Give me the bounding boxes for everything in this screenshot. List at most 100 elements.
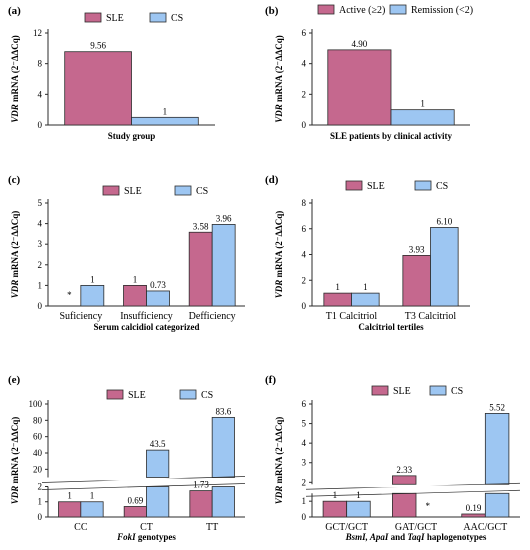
x-tick-label: CT xyxy=(140,522,153,533)
legend-swatch-0 xyxy=(106,389,124,400)
svg-text:VDR mRNA (2⁻ΔΔCq): VDR mRNA (2⁻ΔΔCq) xyxy=(10,35,20,123)
data-label-1-1: 43.5 xyxy=(150,439,166,449)
bar-1-0 xyxy=(390,109,455,126)
bar-0-0 xyxy=(322,500,348,518)
bar-1-0 xyxy=(80,501,104,518)
bar-0-0 xyxy=(64,51,132,126)
x-tick-label: TT xyxy=(206,522,218,533)
y-tick-label: 0 xyxy=(302,120,307,130)
panel-label: (f) xyxy=(265,374,276,386)
y-tick-label: 4 xyxy=(302,59,307,69)
svg-text:VDR mRNA (2⁻ΔΔCq): VDR mRNA (2⁻ΔΔCq) xyxy=(10,211,20,299)
bar-1-0 xyxy=(131,116,199,126)
y-tick-label: 1 xyxy=(38,497,43,507)
y-tick-label: 6 xyxy=(302,399,307,409)
axis-break-mark xyxy=(305,489,521,497)
x-tick-label: CC xyxy=(74,522,88,533)
bar-1-2-lower xyxy=(211,486,235,518)
data-label-0-2: 3.58 xyxy=(193,221,209,231)
bar-0-0 xyxy=(58,501,82,518)
y-tick-label: 2 xyxy=(38,260,43,270)
y-axis-title: VDR mRNA (2⁻ΔΔCq) xyxy=(10,417,20,505)
bar-1-1-upper xyxy=(146,449,170,478)
y-tick-label: 8 xyxy=(38,59,43,69)
data-label-1-0: 1 xyxy=(363,282,368,292)
data-label-0-1: 0.69 xyxy=(127,495,143,505)
bar-0-2 xyxy=(189,490,213,518)
y-tick-label: 60 xyxy=(33,432,43,442)
data-label-1-0: 1 xyxy=(163,106,168,116)
data-label-1-2: 5.52 xyxy=(489,402,505,412)
bar-1-2-upper xyxy=(211,416,235,478)
y-tick-label: 0 xyxy=(38,301,43,311)
data-label-0-0: * xyxy=(67,290,72,300)
legend-swatch-0 xyxy=(317,4,335,15)
y-tick-label: 2 xyxy=(38,481,43,491)
y-tick-label: 0 xyxy=(302,512,307,522)
y-tick-label: 4 xyxy=(302,438,307,448)
bar-1-0 xyxy=(346,500,371,518)
bar-0-1 xyxy=(123,284,147,307)
panel-label: (c) xyxy=(8,174,21,186)
data-label-0-0: 1 xyxy=(67,491,72,501)
y-tick-label: 2 xyxy=(302,89,307,99)
y-tick-label: 6 xyxy=(302,28,307,38)
data-label-1-1: 0.73 xyxy=(150,280,166,290)
y-tick-label: 40 xyxy=(33,448,43,458)
panel-label: (e) xyxy=(8,374,21,386)
y-tick-label: 2 xyxy=(302,477,307,487)
data-label-1-1: 6.10 xyxy=(436,216,452,226)
y-axis-title: VDR mRNA (2⁻ΔΔCq) xyxy=(274,35,284,123)
x-tick-label: GAT/GCT xyxy=(395,522,437,533)
bar-0-2 xyxy=(188,231,213,307)
legend-swatch-1 xyxy=(414,180,432,191)
panel-0: (a) 0 4 8 12 9.56 1 Study group xyxy=(8,5,215,141)
legend-swatch-1 xyxy=(429,385,447,396)
y-tick-label: 5 xyxy=(302,419,307,429)
y-tick-label: 4 xyxy=(38,89,43,99)
legend-swatch-0 xyxy=(345,180,363,191)
y-tick-label: 4 xyxy=(302,250,307,260)
x-tick-label: Defficiency xyxy=(189,311,236,322)
legend-swatch-1 xyxy=(179,389,197,400)
panel-label: (b) xyxy=(265,5,279,17)
y-axis-title: VDR mRNA (2⁻ΔΔCq) xyxy=(10,35,20,123)
legend-label-1: CS xyxy=(196,186,208,197)
x-axis-title: BsmI, ApaI and TaqI haplogenotypes xyxy=(345,532,487,542)
legend: SLE CS xyxy=(84,12,183,24)
y-axis-title: VDR mRNA (2⁻ΔΔCq) xyxy=(274,211,284,299)
legend: Active (≥2) Remission (<2) xyxy=(317,4,473,16)
bar-0-0 xyxy=(323,292,352,307)
x-tick-label: T3 Calcitriol xyxy=(405,311,457,322)
legend-swatch-1 xyxy=(389,4,407,15)
legend-label-1: CS xyxy=(171,13,183,24)
x-tick-label: Suficiency xyxy=(59,311,102,322)
legend-swatch-0 xyxy=(371,385,389,396)
data-label-0-0: 1 xyxy=(335,282,340,292)
legend-label-1: CS xyxy=(451,386,463,397)
legend-swatch-0 xyxy=(102,185,120,196)
data-label-1-2: 3.96 xyxy=(216,213,232,223)
data-label-0-0: 9.56 xyxy=(90,41,106,51)
legend-swatch-1 xyxy=(174,185,192,196)
x-axis-title: Calcitriol tertiles xyxy=(358,322,424,332)
bar-1-1 xyxy=(146,290,170,307)
axis-break-mark xyxy=(41,483,246,490)
y-tick-label: 3 xyxy=(38,239,43,249)
legend-label-1: CS xyxy=(201,390,213,401)
x-axis-title: Study group xyxy=(108,131,156,141)
y-tick-label: 1 xyxy=(302,496,307,506)
bar-1-1-lower xyxy=(146,486,170,518)
data-label-0-1: 1 xyxy=(133,274,138,284)
y-tick-label: 100 xyxy=(29,399,43,409)
y-tick-label: 4 xyxy=(38,219,43,229)
bar-0-2 xyxy=(461,513,486,518)
panel-label: (d) xyxy=(265,174,279,186)
data-label-1-0: 1 xyxy=(90,491,95,501)
y-tick-label: 2 xyxy=(302,275,307,285)
y-axis-title: VDR mRNA (2⁻ΔΔCq) xyxy=(10,211,20,299)
legend-label-1: CS xyxy=(436,181,448,192)
y-tick-label: 8 xyxy=(302,198,307,208)
x-tick-label: AAC/GCT xyxy=(463,522,507,533)
